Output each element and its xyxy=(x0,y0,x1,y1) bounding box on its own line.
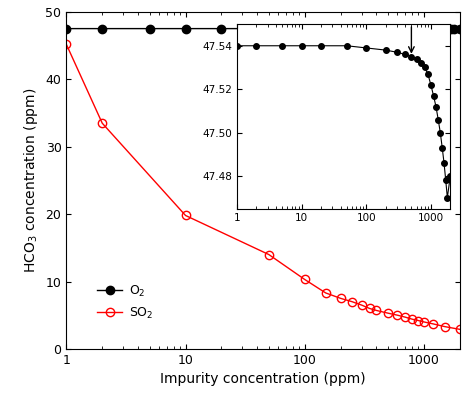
O$_2$ xyxy=(416,26,421,31)
O$_2$ xyxy=(64,26,69,31)
O$_2$ xyxy=(302,26,308,31)
O$_2$ xyxy=(338,26,344,31)
O$_2$ xyxy=(266,26,272,31)
O$_2$ xyxy=(374,26,379,31)
O$_2$ xyxy=(442,26,448,31)
SO$_2$ xyxy=(416,318,421,323)
SO$_2$ xyxy=(323,291,328,296)
Legend: O$_2$, SO$_2$: O$_2$, SO$_2$ xyxy=(92,279,158,326)
Line: O$_2$: O$_2$ xyxy=(62,24,464,33)
SO$_2$ xyxy=(349,299,355,304)
O$_2$ xyxy=(446,26,451,31)
X-axis label: Impurity concentration (ppm): Impurity concentration (ppm) xyxy=(160,372,366,386)
SO$_2$ xyxy=(374,308,379,313)
O$_2$ xyxy=(410,26,415,31)
SO$_2$ xyxy=(430,322,436,326)
O$_2$ xyxy=(219,26,224,31)
SO$_2$ xyxy=(64,42,69,47)
O$_2$ xyxy=(426,26,432,31)
Y-axis label: HCO$_3$ concentration (ppm): HCO$_3$ concentration (ppm) xyxy=(22,88,40,273)
O$_2$ xyxy=(435,26,440,31)
O$_2$ xyxy=(457,26,463,31)
SO$_2$ xyxy=(402,315,408,320)
O$_2$ xyxy=(421,26,427,31)
SO$_2$ xyxy=(457,327,463,332)
O$_2$ xyxy=(359,26,365,31)
SO$_2$ xyxy=(442,324,448,329)
SO$_2$ xyxy=(410,317,415,322)
SO$_2$ xyxy=(385,311,391,316)
O$_2$ xyxy=(100,26,105,31)
SO$_2$ xyxy=(338,296,344,301)
O$_2$ xyxy=(402,26,408,31)
SO$_2$ xyxy=(100,121,105,126)
O$_2$ xyxy=(448,26,454,31)
SO$_2$ xyxy=(266,252,272,257)
O$_2$ xyxy=(430,26,436,31)
O$_2$ xyxy=(182,26,188,31)
O$_2$ xyxy=(147,26,153,31)
O$_2$ xyxy=(385,26,391,31)
SO$_2$ xyxy=(302,277,308,282)
O$_2$ xyxy=(395,26,401,31)
Line: SO$_2$: SO$_2$ xyxy=(62,40,464,334)
O$_2$ xyxy=(451,27,457,32)
SO$_2$ xyxy=(395,313,401,318)
SO$_2$ xyxy=(359,303,365,308)
O$_2$ xyxy=(438,26,444,31)
SO$_2$ xyxy=(421,320,427,324)
SO$_2$ xyxy=(182,213,188,218)
SO$_2$ xyxy=(367,306,373,311)
